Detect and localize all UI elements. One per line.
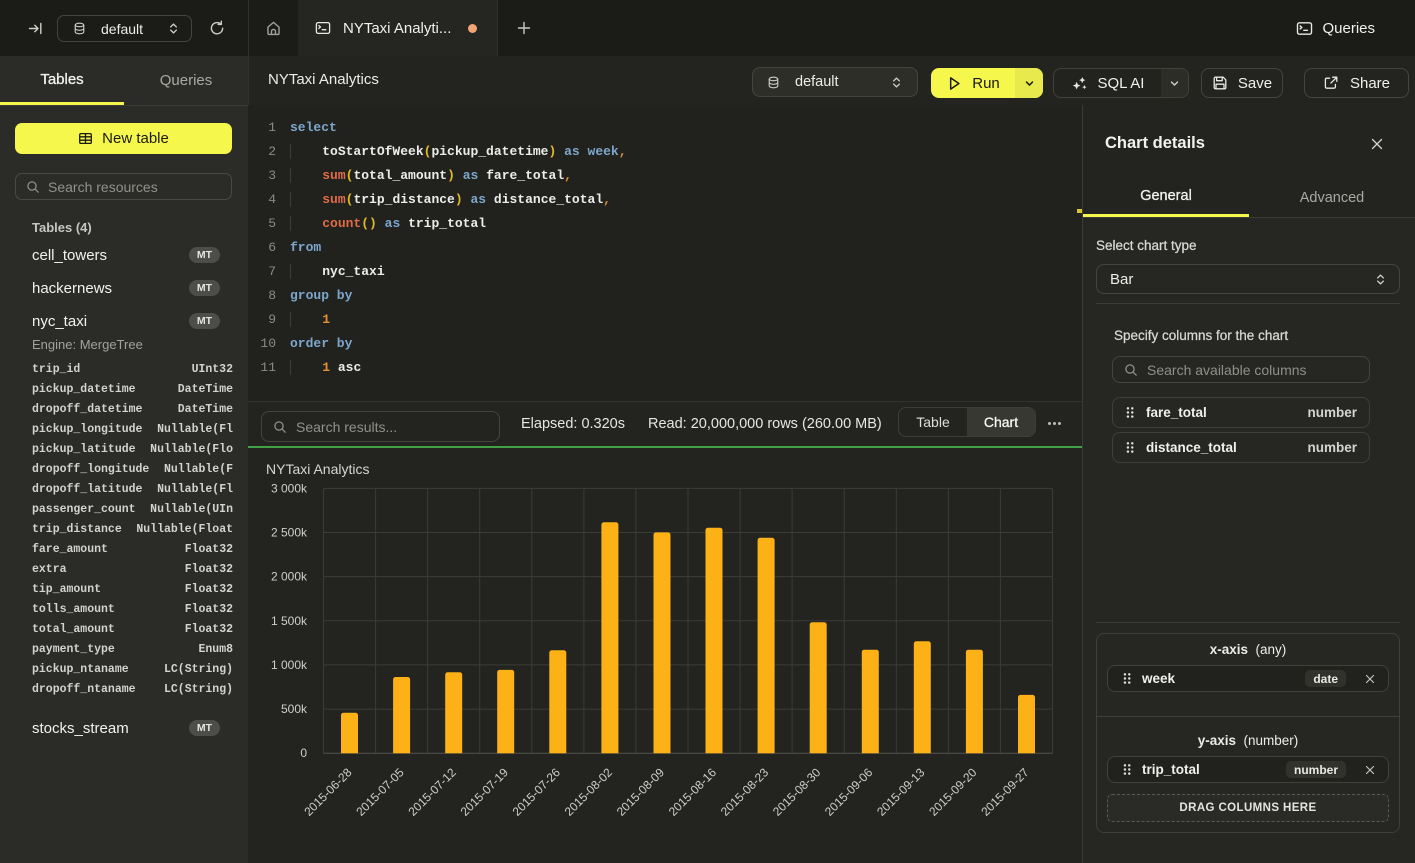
- svg-text:2015-09-13: 2015-09-13: [874, 765, 928, 819]
- svg-text:2 000k: 2 000k: [271, 570, 308, 584]
- svg-text:1 500k: 1 500k: [271, 614, 308, 628]
- svg-text:2015-09-27: 2015-09-27: [978, 765, 1032, 819]
- svg-text:2015-07-26: 2015-07-26: [510, 765, 564, 819]
- svg-text:2015-07-19: 2015-07-19: [458, 765, 512, 819]
- svg-text:2 500k: 2 500k: [271, 526, 308, 540]
- svg-text:NYTaxi Analytics: NYTaxi Analytics: [266, 461, 369, 477]
- svg-text:3 000k: 3 000k: [271, 481, 308, 495]
- svg-text:2015-07-05: 2015-07-05: [353, 765, 407, 819]
- svg-text:2015-08-16: 2015-08-16: [666, 765, 720, 819]
- svg-text:2015-06-28: 2015-06-28: [301, 765, 355, 819]
- svg-text:2015-08-02: 2015-08-02: [562, 765, 616, 819]
- svg-text:2015-08-30: 2015-08-30: [770, 765, 824, 819]
- svg-text:2015-09-06: 2015-09-06: [822, 765, 876, 819]
- svg-text:2015-08-23: 2015-08-23: [718, 765, 772, 819]
- svg-text:2015-09-20: 2015-09-20: [926, 765, 980, 819]
- svg-text:0: 0: [300, 746, 307, 760]
- svg-text:1 000k: 1 000k: [271, 658, 308, 672]
- svg-text:2015-07-12: 2015-07-12: [406, 765, 460, 819]
- svg-text:500k: 500k: [281, 702, 308, 716]
- svg-text:2015-08-09: 2015-08-09: [614, 765, 668, 819]
